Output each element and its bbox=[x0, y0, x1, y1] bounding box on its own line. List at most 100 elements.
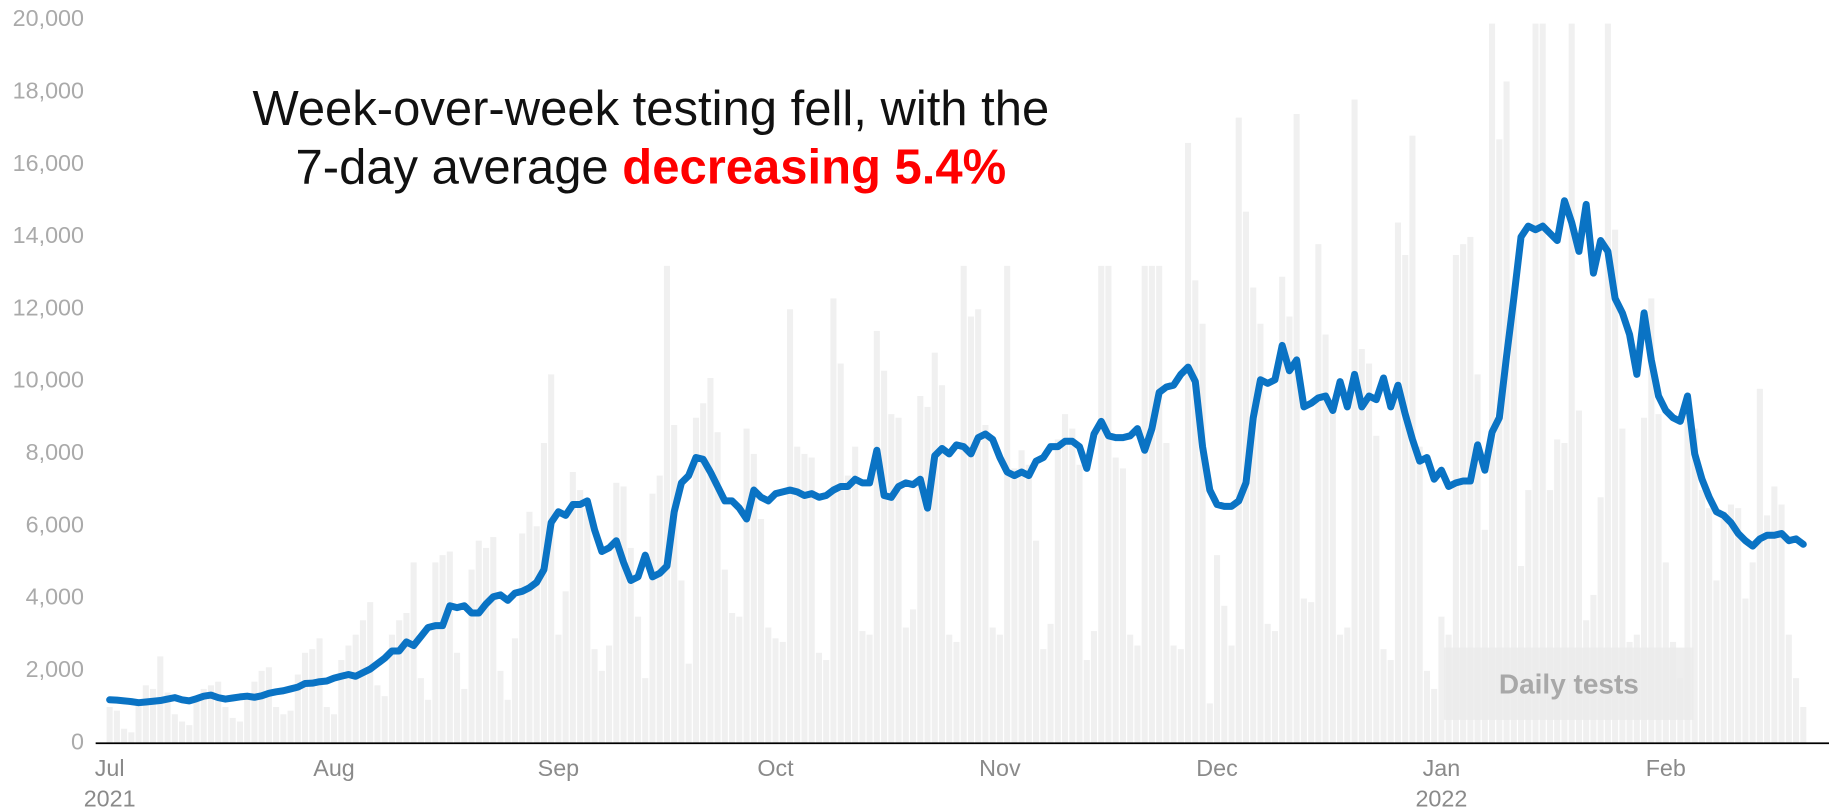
y-tick-label: 2,000 bbox=[26, 656, 84, 682]
bar bbox=[729, 613, 736, 744]
chart-title: Week-over-week testing fell, with the bbox=[252, 82, 1049, 136]
bar bbox=[1033, 540, 1040, 744]
bar bbox=[591, 649, 598, 744]
title-line: 7-day average bbox=[296, 140, 623, 194]
bar bbox=[352, 634, 359, 744]
bar bbox=[1011, 468, 1018, 744]
bar bbox=[1221, 605, 1228, 744]
bar bbox=[953, 641, 960, 744]
bar bbox=[1749, 562, 1756, 744]
bar bbox=[1489, 23, 1496, 744]
bar bbox=[1112, 457, 1119, 744]
y-tick-label: 8,000 bbox=[26, 439, 84, 465]
bar bbox=[758, 518, 765, 744]
bar bbox=[627, 547, 634, 744]
bar bbox=[1105, 265, 1112, 744]
bar bbox=[338, 660, 345, 744]
bar bbox=[1416, 446, 1423, 744]
bar bbox=[1199, 323, 1206, 744]
bar bbox=[772, 638, 779, 744]
legend-label: Daily tests bbox=[1499, 668, 1639, 699]
x-tick-label: Jan bbox=[1423, 755, 1461, 781]
y-tick-label: 18,000 bbox=[13, 77, 84, 103]
bar bbox=[1778, 504, 1785, 744]
bar bbox=[1402, 255, 1409, 744]
bar bbox=[323, 707, 330, 744]
legend-box bbox=[1444, 647, 1694, 720]
bar bbox=[700, 403, 707, 744]
bar bbox=[128, 732, 135, 744]
title-line: Week-over-week testing fell, with the bbox=[252, 82, 1049, 136]
bar bbox=[1286, 316, 1293, 744]
bar bbox=[504, 699, 511, 744]
bar bbox=[1394, 222, 1402, 744]
bar bbox=[1054, 439, 1061, 744]
bar bbox=[1546, 490, 1554, 744]
bar bbox=[1597, 497, 1604, 744]
bar bbox=[1380, 649, 1387, 744]
bar bbox=[519, 533, 526, 744]
bar bbox=[1156, 265, 1163, 744]
bar bbox=[113, 710, 120, 744]
bar bbox=[794, 446, 801, 744]
bar bbox=[164, 692, 171, 744]
bar bbox=[1706, 508, 1713, 744]
bar bbox=[381, 696, 388, 744]
bar bbox=[171, 714, 178, 744]
bar bbox=[454, 652, 461, 744]
bar bbox=[823, 660, 830, 744]
bar bbox=[685, 663, 692, 744]
bar bbox=[1206, 703, 1213, 744]
bar bbox=[765, 627, 772, 744]
bar bbox=[309, 649, 316, 744]
bar bbox=[1423, 670, 1430, 744]
bar bbox=[1134, 645, 1141, 744]
bar bbox=[1228, 645, 1235, 744]
bar bbox=[200, 688, 207, 744]
bar bbox=[1351, 99, 1358, 744]
bar bbox=[1684, 399, 1691, 744]
bar bbox=[1698, 490, 1706, 744]
bar bbox=[1561, 443, 1568, 744]
bar bbox=[852, 446, 859, 744]
bar bbox=[446, 551, 453, 744]
bar bbox=[562, 591, 569, 744]
bar bbox=[1069, 428, 1076, 744]
bar bbox=[106, 707, 113, 744]
bar bbox=[1062, 414, 1069, 744]
bar bbox=[779, 641, 786, 744]
bar bbox=[1141, 265, 1148, 744]
y-tick-label: 14,000 bbox=[13, 222, 84, 248]
bar bbox=[1148, 265, 1155, 744]
bar bbox=[1474, 374, 1481, 744]
bar bbox=[663, 265, 670, 744]
bar bbox=[830, 298, 837, 744]
bar bbox=[1264, 623, 1271, 744]
bar bbox=[692, 417, 699, 744]
bar bbox=[620, 486, 627, 744]
bar bbox=[844, 475, 851, 744]
bar bbox=[1575, 410, 1582, 744]
bar bbox=[555, 634, 562, 744]
bar bbox=[910, 609, 917, 744]
bar bbox=[244, 692, 251, 744]
bar bbox=[902, 627, 909, 744]
bar bbox=[396, 620, 403, 744]
bar bbox=[251, 681, 258, 744]
bar bbox=[634, 616, 642, 744]
bar bbox=[1713, 580, 1720, 744]
bar bbox=[359, 620, 367, 744]
bar bbox=[1503, 81, 1510, 744]
bar bbox=[982, 424, 989, 744]
bar bbox=[1090, 631, 1098, 744]
bar bbox=[881, 370, 888, 744]
bar bbox=[743, 428, 750, 744]
y-tick-label: 0 bbox=[71, 728, 84, 754]
bar bbox=[417, 678, 424, 744]
bar bbox=[707, 377, 714, 744]
chart-title: 7-day average decreasing 5.4% bbox=[296, 140, 1007, 194]
bar bbox=[1727, 504, 1734, 744]
bar bbox=[1329, 410, 1336, 744]
bar bbox=[302, 652, 309, 744]
